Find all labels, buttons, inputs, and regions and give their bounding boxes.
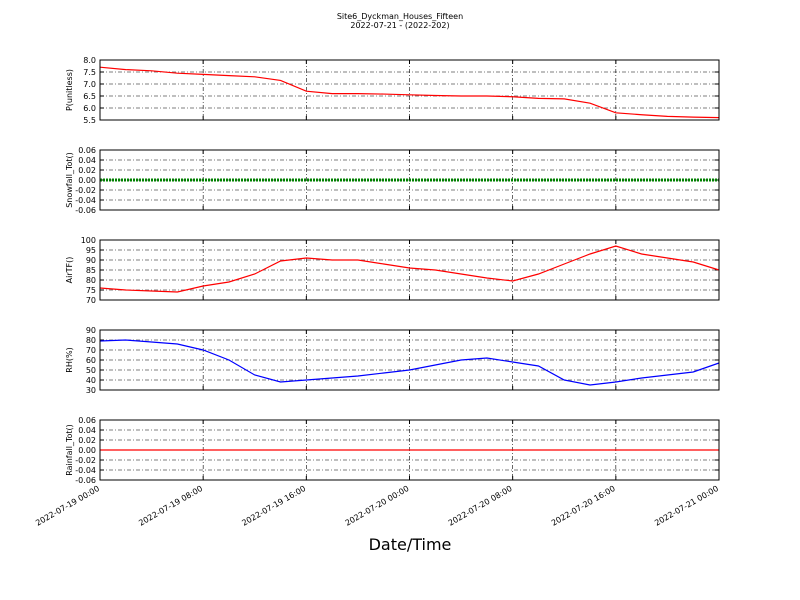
y-tick-label: 0.04 [78, 156, 96, 165]
y-tick-label: 8.0 [83, 56, 96, 65]
x-axis-label: Date/Time [369, 535, 452, 554]
y-tick-label: 75 [86, 286, 96, 295]
y-tick-label: 90 [86, 326, 96, 335]
y-tick-label: 0.00 [78, 176, 96, 185]
y-tick-label: 7.5 [83, 68, 96, 77]
y-tick-label: 0.04 [78, 426, 96, 435]
y-tick-label: 95 [86, 246, 96, 255]
y-tick-label: 7.0 [83, 80, 96, 89]
y-axis-label: AirTF() [65, 257, 74, 284]
axes-frame [99, 329, 720, 391]
y-tick-label: 80 [86, 336, 96, 345]
y-tick-label: -0.04 [75, 196, 96, 205]
y-tick-label: -0.02 [75, 456, 96, 465]
data-line [99, 66, 720, 119]
chart-subtitle: 2022-07-21 - (2022-202) [350, 21, 449, 30]
axes-frame [99, 59, 720, 121]
y-tick-label: 100 [81, 236, 96, 245]
y-tick-label: 80 [86, 276, 96, 285]
y-tick-label: 0.06 [78, 416, 96, 425]
y-tick-label: 50 [86, 366, 96, 375]
y-tick-label: -0.06 [75, 206, 96, 215]
y-tick-label: 0.06 [78, 146, 96, 155]
y-tick-label: 60 [86, 356, 96, 365]
axes-frame [99, 239, 720, 301]
y-tick-label: -0.04 [75, 466, 96, 475]
axes-frame [99, 419, 720, 481]
y-tick-label: 6.5 [83, 92, 96, 101]
data-line [99, 245, 720, 293]
y-tick-label: 85 [86, 266, 96, 275]
y-tick-label: 5.5 [83, 116, 96, 125]
y-axis-label: RH(%) [65, 347, 74, 372]
y-axis-label: Snowfall_Tot() [65, 152, 74, 208]
y-tick-label: 40 [86, 376, 96, 385]
y-axis-label: Rainfall_Tot() [65, 424, 74, 476]
y-tick-label: 70 [86, 296, 96, 305]
chart-title: Site6_Dyckman_Houses_Fifteen [337, 12, 463, 21]
data-line [99, 339, 720, 386]
y-tick-label: 6.0 [83, 104, 96, 113]
y-tick-label: 0.02 [78, 166, 96, 175]
axes-frame [99, 149, 720, 211]
y-tick-label: 30 [86, 386, 96, 395]
y-tick-label: -0.02 [75, 186, 96, 195]
y-tick-label: -0.06 [75, 476, 96, 485]
y-tick-label: 0.02 [78, 436, 96, 445]
y-axis-label: P(unitless) [65, 69, 74, 111]
y-tick-label: 0.00 [78, 446, 96, 455]
y-tick-label: 70 [86, 346, 96, 355]
y-tick-label: 90 [86, 256, 96, 265]
